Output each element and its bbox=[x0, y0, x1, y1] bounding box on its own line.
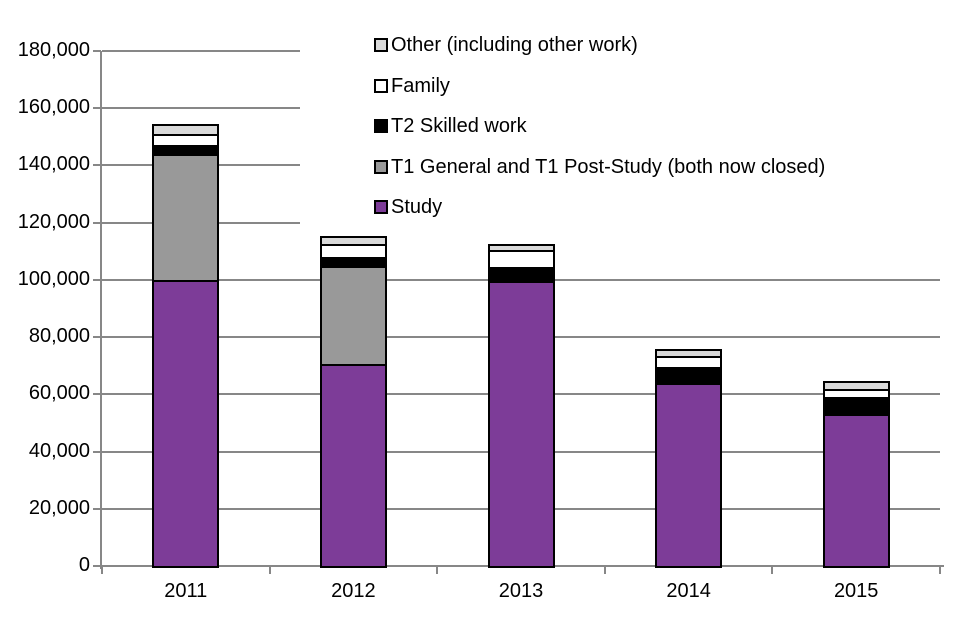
legend-swatch-icon bbox=[374, 38, 388, 52]
legend: Other (including other work) Family T2 Ski… bbox=[300, 20, 955, 232]
bar-segment-2013-family bbox=[487, 249, 555, 269]
bar-segment-2012-other-including-other-work- bbox=[319, 235, 387, 247]
x-tick bbox=[436, 567, 439, 574]
x-tick bbox=[939, 567, 941, 574]
x-tick bbox=[603, 567, 606, 574]
bar-segment-2013-other-including-other-work- bbox=[487, 244, 555, 252]
bar-segment-2012-study bbox=[319, 364, 387, 568]
bar-segment-2015-study bbox=[822, 414, 890, 568]
y-tick-0 bbox=[93, 565, 101, 567]
y-tick-160,000 bbox=[93, 107, 101, 110]
legend-item: T2 Skilled work bbox=[374, 115, 527, 137]
bar-segment-2013-t2-skilled-work bbox=[487, 267, 555, 284]
y-axis-label: 20,000 bbox=[28, 496, 90, 519]
legend-swatch-icon bbox=[374, 78, 388, 93]
bar-segment-2011-other-including-other-work- bbox=[152, 123, 220, 136]
legend-item: T1 General and T1 Post-Study (both now c… bbox=[374, 156, 825, 178]
bar-segment-2014-study bbox=[655, 382, 723, 568]
y-axis-label: 120,000 bbox=[17, 210, 90, 233]
bar-segment-2011-study bbox=[152, 279, 220, 568]
y-tick-100,000 bbox=[93, 278, 101, 281]
bar-segment-2013-study bbox=[487, 281, 555, 568]
legend-label: Other (including other work) bbox=[391, 34, 638, 56]
y-tick-180,000 bbox=[93, 50, 101, 52]
y-tick-140,000 bbox=[93, 164, 101, 167]
legend-label: T1 General and T1 Post-Study (both now c… bbox=[391, 155, 826, 178]
bar-segment-2012-t1-general-and-t1-post-study-both-now-closed- bbox=[319, 265, 387, 367]
y-axis-line bbox=[100, 51, 102, 569]
y-axis-label: 60,000 bbox=[28, 382, 90, 405]
bar-segment-2014-t2-skilled-work bbox=[655, 367, 723, 385]
bar-segment-2015-other-including-other-work- bbox=[822, 381, 890, 391]
x-tick bbox=[771, 567, 774, 574]
x-axis-label-2012: 2012 bbox=[331, 580, 376, 602]
bar-segment-2011-family bbox=[152, 133, 220, 148]
legend-label: Study bbox=[391, 196, 443, 218]
y-tick-80,000 bbox=[93, 336, 101, 339]
legend-swatch-icon bbox=[374, 159, 388, 174]
legend-label: T2 Skilled work bbox=[391, 115, 527, 137]
x-tick bbox=[101, 567, 103, 574]
y-tick-60,000 bbox=[93, 393, 101, 396]
legend-swatch-icon bbox=[374, 119, 388, 133]
y-tick-40,000 bbox=[93, 450, 101, 453]
y-axis-label: 0 bbox=[78, 554, 90, 576]
y-axis-label: 180,000 bbox=[17, 39, 90, 61]
y-axis-label: 160,000 bbox=[17, 96, 90, 119]
y-tick-20,000 bbox=[93, 507, 101, 510]
bar-segment-2014-family bbox=[655, 355, 723, 370]
legend-item: Study bbox=[374, 196, 442, 218]
bar-segment-2015-t2-skilled-work bbox=[822, 397, 890, 417]
x-axis-label-2011: 2011 bbox=[164, 580, 208, 602]
bar-segment-2014-other-including-other-work- bbox=[655, 348, 723, 358]
x-tick bbox=[268, 567, 271, 574]
legend-label: Family bbox=[391, 74, 450, 97]
legend-item: Family bbox=[374, 75, 450, 97]
x-axis-label-2013: 2013 bbox=[498, 580, 544, 602]
x-axis-label-2014: 2014 bbox=[666, 580, 711, 602]
y-axis-label: 80,000 bbox=[28, 325, 90, 348]
bar-segment-2011-t1-general-and-t1-post-study-both-now-closed- bbox=[152, 154, 220, 282]
y-tick-120,000 bbox=[93, 221, 101, 224]
y-axis-label: 40,000 bbox=[28, 439, 90, 462]
legend-item: Other (including other work) bbox=[374, 34, 638, 56]
x-axis-label-2015: 2015 bbox=[833, 580, 879, 602]
y-axis-label: 100,000 bbox=[17, 267, 90, 290]
y-axis-label: 140,000 bbox=[17, 153, 90, 176]
bar-segment-2012-family bbox=[319, 244, 387, 259]
legend-swatch-icon bbox=[374, 200, 388, 214]
